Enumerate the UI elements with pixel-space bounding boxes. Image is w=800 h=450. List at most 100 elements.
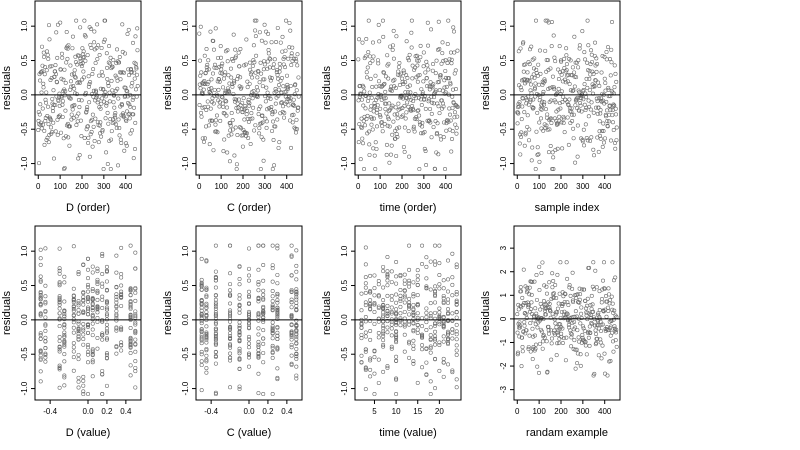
- data-point: [557, 101, 562, 106]
- data-point: [532, 313, 537, 318]
- data-point: [266, 31, 271, 36]
- data-point: [128, 302, 133, 307]
- data-point: [247, 364, 252, 369]
- data-point: [428, 325, 433, 330]
- data-point: [230, 127, 235, 132]
- data-point: [234, 167, 239, 172]
- data-point: [584, 76, 589, 81]
- data-point: [204, 301, 209, 306]
- data-point: [590, 302, 595, 307]
- data-point: [550, 285, 555, 290]
- data-point: [204, 331, 209, 336]
- data-point: [424, 328, 429, 333]
- y-tick-label: 1: [499, 293, 508, 298]
- data-point: [545, 112, 550, 117]
- data-point: [368, 61, 373, 66]
- data-point: [117, 60, 122, 65]
- data-point: [270, 324, 275, 329]
- data-point: [86, 360, 91, 365]
- data-point: [588, 138, 593, 143]
- data-point: [270, 345, 275, 350]
- data-point: [433, 338, 438, 343]
- plot-frame: [34, 225, 142, 401]
- data-point: [565, 115, 570, 120]
- data-point: [289, 51, 294, 56]
- data-point: [213, 328, 218, 333]
- data-point: [294, 88, 299, 93]
- data-point: [390, 103, 395, 108]
- data-point: [560, 69, 565, 74]
- data-point: [76, 301, 81, 306]
- data-point: [406, 90, 411, 95]
- data-point: [63, 80, 68, 85]
- data-point: [454, 343, 459, 348]
- data-point: [524, 316, 529, 321]
- data-point: [289, 254, 294, 259]
- data-point: [557, 336, 562, 341]
- data-point: [69, 112, 74, 117]
- data-point: [209, 77, 214, 82]
- data-point: [261, 297, 266, 302]
- data-point: [275, 316, 280, 321]
- data-point: [131, 95, 136, 100]
- data-point: [377, 39, 382, 44]
- y-axis-label: residuals: [321, 65, 333, 110]
- data-point: [578, 321, 583, 326]
- data-point: [558, 106, 563, 111]
- data-point: [283, 94, 288, 99]
- data-point: [85, 105, 90, 110]
- data-point: [410, 104, 415, 109]
- data-point: [83, 58, 88, 63]
- data-point: [124, 141, 129, 146]
- data-point: [561, 116, 566, 121]
- x-tick-label: 0: [515, 182, 520, 191]
- data-point: [392, 112, 397, 117]
- data-point: [596, 319, 601, 324]
- data-point: [411, 108, 416, 113]
- data-point: [215, 93, 220, 98]
- data-point: [389, 143, 394, 148]
- data-point: [433, 316, 438, 321]
- data-point: [45, 135, 50, 140]
- data-point: [389, 280, 394, 285]
- data-point: [116, 163, 121, 168]
- data-point: [571, 347, 576, 352]
- data-point: [202, 139, 207, 144]
- data-point: [127, 116, 132, 121]
- data-point: [446, 300, 451, 305]
- data-point: [429, 135, 434, 140]
- data-point: [213, 349, 218, 354]
- data-point: [428, 314, 433, 319]
- y-tick-label: 0.5: [499, 54, 508, 66]
- data-point: [221, 76, 226, 81]
- data-point: [604, 108, 609, 113]
- data-point: [119, 295, 124, 300]
- data-point: [110, 64, 115, 69]
- data-point: [289, 334, 294, 339]
- data-point: [51, 156, 56, 161]
- data-point: [237, 307, 242, 312]
- data-point: [106, 81, 111, 86]
- data-point: [579, 109, 584, 114]
- data-point: [536, 370, 541, 375]
- data-point: [454, 377, 459, 382]
- data-point: [261, 392, 266, 397]
- data-point: [46, 23, 51, 28]
- data-point: [610, 113, 615, 118]
- data-point: [452, 115, 457, 120]
- data-point: [447, 106, 452, 111]
- data-point: [260, 84, 265, 89]
- data-point: [62, 359, 67, 364]
- data-point: [105, 161, 110, 166]
- data-point: [269, 105, 274, 110]
- data-point: [428, 106, 433, 111]
- data-point: [359, 321, 364, 326]
- data-point: [44, 68, 49, 73]
- data-point: [400, 79, 405, 84]
- data-point: [114, 122, 119, 127]
- data-point: [559, 89, 564, 94]
- data-point: [204, 65, 209, 70]
- data-point: [558, 316, 563, 321]
- data-point: [270, 128, 275, 133]
